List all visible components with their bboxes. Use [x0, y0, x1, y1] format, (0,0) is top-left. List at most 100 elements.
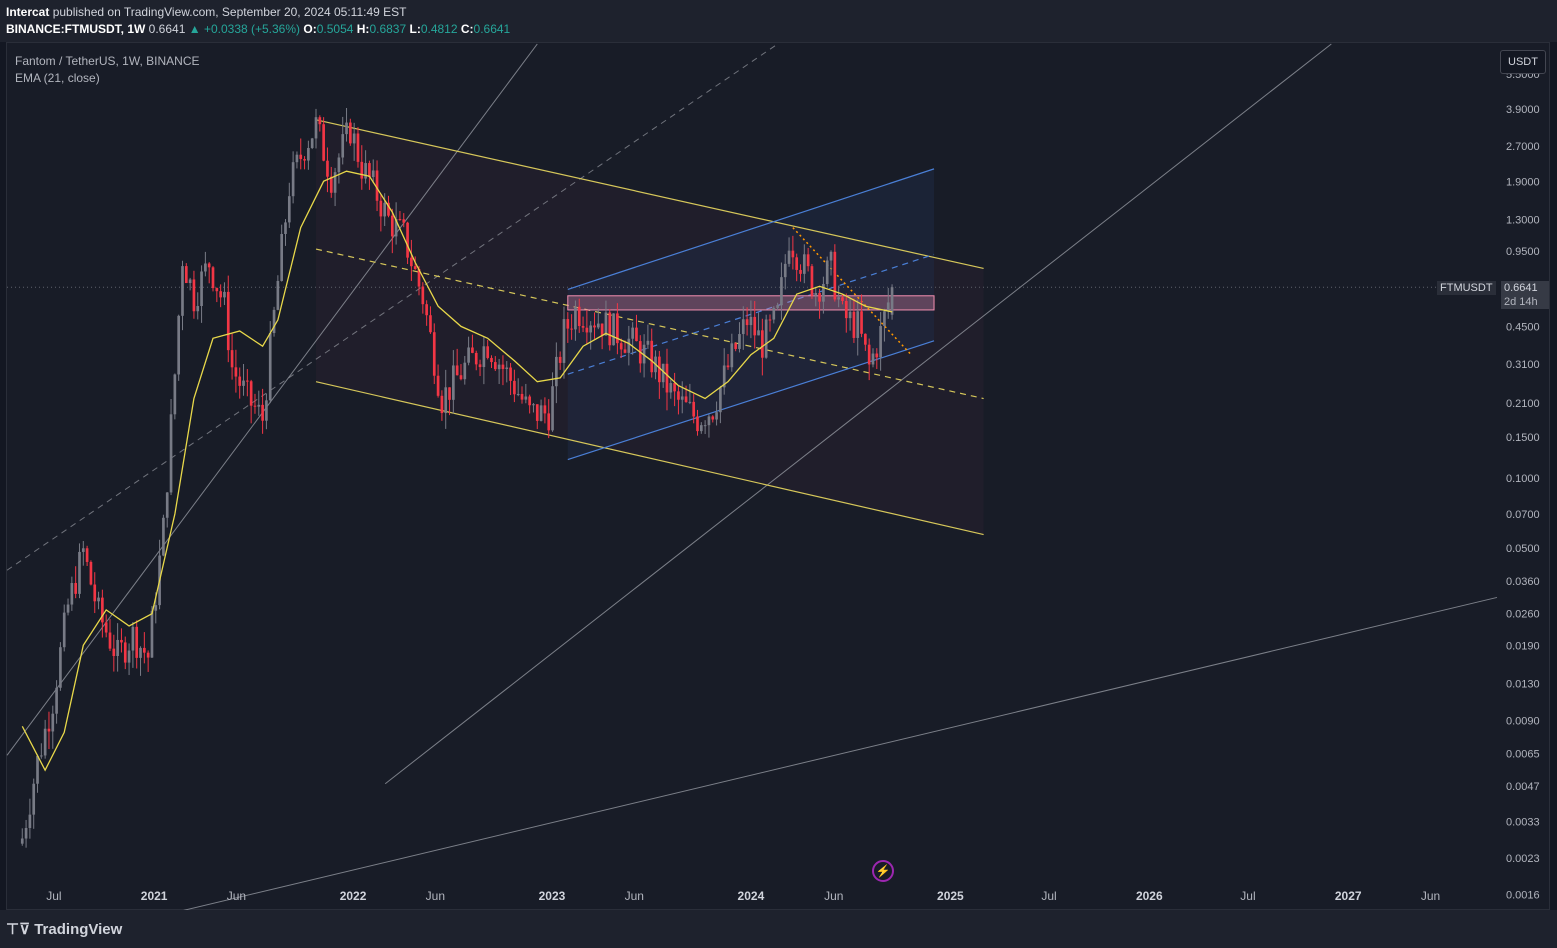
candle-body	[730, 343, 734, 368]
change-up-icon: ▲	[188, 22, 201, 36]
candle-body	[398, 219, 402, 221]
candle-body	[837, 297, 840, 300]
candle-body	[146, 652, 150, 658]
candle-body	[421, 286, 425, 305]
candle-body	[81, 548, 85, 552]
candle-body	[402, 219, 406, 223]
price-tick-label: 0.0090	[1506, 716, 1540, 728]
candle-body	[272, 309, 276, 334]
candle-body	[368, 163, 371, 178]
candle-body	[463, 362, 467, 380]
candle-body	[364, 163, 367, 179]
candle-body	[474, 352, 478, 365]
candle-body	[253, 405, 257, 407]
currency-button[interactable]: USDT	[1500, 50, 1546, 74]
candle-body	[413, 266, 417, 269]
candle-body	[112, 648, 116, 657]
candle-body	[268, 333, 272, 401]
candle-body	[570, 328, 573, 330]
candle-body	[85, 548, 89, 562]
candle-body	[108, 632, 112, 649]
candle-body	[631, 327, 634, 339]
high-label: H:	[356, 22, 370, 36]
candle-body	[864, 333, 867, 345]
candle-body	[192, 279, 196, 312]
legend-title[interactable]: Fantom / TetherUS, 1W, BINANCE	[15, 54, 200, 68]
candle-body	[62, 612, 66, 648]
time-tick-label: Jun	[824, 889, 843, 903]
candle-body	[745, 319, 749, 326]
price-tick-label: 0.2100	[1506, 398, 1540, 410]
candle-body	[795, 257, 799, 270]
candle-body	[211, 267, 215, 289]
candle-body	[490, 357, 493, 363]
candle-body	[410, 257, 413, 267]
candle-body	[295, 154, 299, 163]
candle-body	[471, 347, 474, 353]
tradingview-logo[interactable]: ⊤⊽ TradingView	[6, 920, 122, 938]
candle-body	[539, 405, 543, 421]
candle-body	[406, 222, 409, 258]
candle-body	[619, 343, 623, 350]
candle-body	[604, 312, 608, 336]
candle-body	[814, 292, 818, 296]
candle-body	[833, 251, 837, 300]
candle-body	[188, 279, 192, 284]
candle-body	[299, 154, 303, 160]
candle-body	[24, 828, 28, 839]
price-tick-label: 0.0500	[1506, 543, 1540, 555]
candle-body	[39, 755, 43, 757]
symbol-tag: FTMUSDT	[1437, 281, 1496, 295]
candle-body	[810, 266, 814, 296]
candle-body	[177, 315, 181, 375]
candle-body	[47, 728, 51, 732]
candle-body	[658, 356, 661, 383]
price-tick-label: 0.0700	[1506, 509, 1540, 521]
high-value: 0.6837	[369, 22, 407, 36]
time-tick-label: 2022	[340, 889, 367, 903]
candle-body	[665, 363, 669, 393]
time-tick-label: 2025	[937, 889, 964, 903]
footer-bar	[0, 910, 1557, 948]
candle-body	[280, 234, 284, 281]
low-value: 0.4812	[420, 22, 458, 36]
time-tick-label: Jun	[1421, 889, 1440, 903]
candle-body	[753, 316, 757, 336]
candle-body	[761, 330, 764, 358]
candle-body	[623, 349, 627, 353]
candle-body	[825, 260, 829, 284]
candle-body	[345, 122, 348, 135]
candle-body	[341, 134, 345, 158]
candle-body	[352, 133, 356, 144]
brand-name: TradingView	[34, 921, 123, 938]
channel-top-line	[315, 119, 984, 270]
candle-body	[356, 133, 360, 162]
candle-body	[59, 647, 62, 688]
price-tick-label: 0.4500	[1506, 321, 1540, 333]
candle-body	[207, 263, 211, 268]
candle-body	[326, 160, 329, 177]
time-tick-label: Jul	[1240, 889, 1255, 903]
candle-body	[219, 291, 222, 298]
candle-body	[585, 327, 589, 333]
candle-body	[32, 783, 36, 815]
candle-body	[127, 650, 131, 663]
change-value: +0.0338 (+5.36%)	[203, 22, 301, 36]
symbol-line: BINANCE:FTMUSDT, 1W	[6, 22, 146, 36]
tv-mark-icon: ⊤⊽	[6, 921, 35, 938]
lightning-icon[interactable]: ⚡	[872, 860, 894, 882]
close-value: 0.6641	[473, 22, 511, 36]
candle-body	[20, 838, 24, 844]
candle-body	[322, 124, 325, 161]
parallel-mid-line	[6, 43, 778, 571]
candle-body	[493, 362, 497, 370]
candle-body	[425, 304, 428, 316]
author-name[interactable]: Intercat	[6, 5, 50, 19]
legend-indicator[interactable]: EMA (21, close)	[15, 71, 100, 85]
candle-body	[822, 283, 825, 302]
candle-body	[120, 639, 123, 643]
time-tick-label: Jul	[46, 889, 61, 903]
time-tick-label: 2021	[141, 889, 168, 903]
candle-body	[429, 315, 432, 333]
